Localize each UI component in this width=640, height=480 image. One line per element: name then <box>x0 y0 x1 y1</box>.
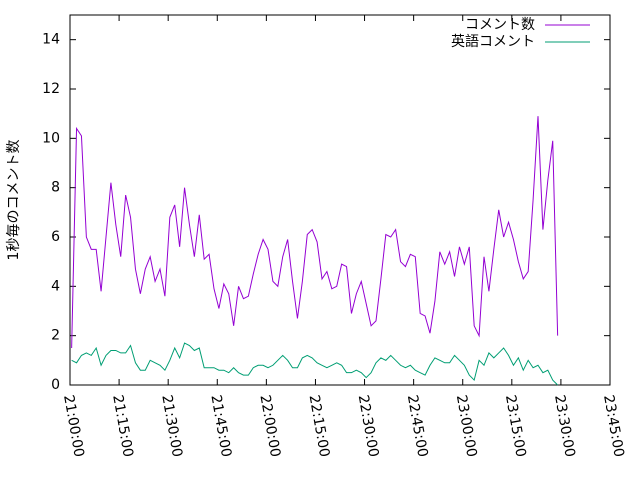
y-tick-label: 4 <box>51 278 60 294</box>
x-tick-label: 21:00:00 <box>60 394 87 459</box>
legend-label: コメント数 <box>465 17 535 33</box>
x-tick-label: 21:45:00 <box>207 394 234 459</box>
x-tick-label: 23:15:00 <box>502 394 529 459</box>
y-tick-label: 8 <box>51 180 60 196</box>
x-tick-label: 21:15:00 <box>109 394 136 459</box>
plot-border <box>69 14 611 386</box>
y-tick-label: 0 <box>51 377 60 393</box>
series-line <box>71 116 559 349</box>
x-tick-label: 22:15:00 <box>306 394 333 459</box>
x-tick-label: 22:45:00 <box>404 394 431 459</box>
y-tick-label: 12 <box>42 81 60 97</box>
x-tick-label: 23:30:00 <box>551 394 578 459</box>
y-tick-label: 6 <box>51 229 60 245</box>
y-tick-label: 10 <box>42 130 60 146</box>
x-tick-label: 22:00:00 <box>256 394 283 459</box>
x-tick-label: 23:45:00 <box>600 394 627 459</box>
y-tick-label: 14 <box>42 32 60 48</box>
y-tick-label: 2 <box>51 328 60 344</box>
legend-label: 英語コメント <box>451 33 535 50</box>
x-tick-label: 21:30:00 <box>158 394 185 459</box>
series-line <box>71 342 558 386</box>
y-axis-label: 1秒毎のコメント数 <box>6 140 22 261</box>
x-tick-label: 22:30:00 <box>355 394 382 459</box>
x-tick-label: 23:00:00 <box>453 394 480 459</box>
